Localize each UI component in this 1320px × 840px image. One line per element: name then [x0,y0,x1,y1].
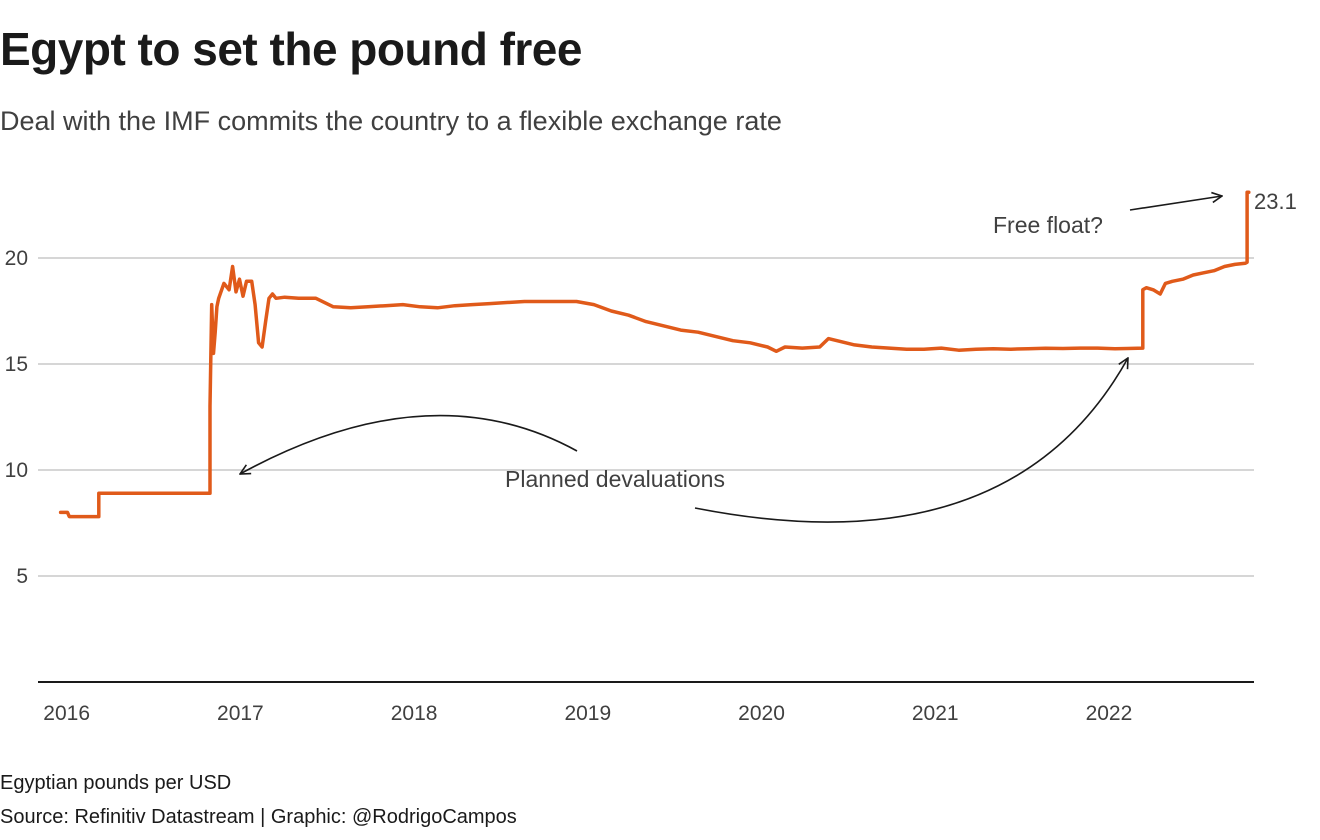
y-tick-label: 5 [16,565,28,588]
unit-note: Egyptian pounds per USD [0,772,232,794]
arrow-to-2022-devaluation [694,358,1128,523]
x-tick-label: 2018 [391,702,438,725]
arrow-to-2016-devaluation [240,414,578,474]
y-tick-label: 10 [5,459,28,482]
annotation-planned-devaluations: Planned devaluations [240,358,1128,523]
x-axis: 2016 2017 2018 2019 2020 2021 2022 [43,702,1132,725]
end-value-label: 23.1 [1254,189,1297,214]
chart-title: Egypt to set the pound free [0,23,582,75]
y-tick-label: 20 [5,247,28,270]
annotation-free-float: Free float? [993,196,1222,238]
series-line-egp-per-usd [58,190,1251,519]
y-axis: 5 10 15 20 [5,247,28,588]
x-tick-label: 2016 [43,702,90,725]
gridlines [38,257,1254,577]
x-tick-label: 2021 [912,702,959,725]
free-float-label: Free float? [993,212,1103,238]
x-tick-label: 2022 [1086,702,1133,725]
x-tick-label: 2019 [564,702,611,725]
x-tick-label: 2020 [738,702,785,725]
chart-subtitle: Deal with the IMF commits the country to… [0,106,782,136]
arrow-to-free-float [1129,196,1222,211]
planned-devaluations-label: Planned devaluations [505,466,725,492]
line-chart: 5 10 15 20 2016 2017 2018 2019 2020 2021 2022 Pla… [5,189,1297,725]
x-tick-label: 2017 [217,702,264,725]
y-tick-label: 15 [5,353,28,376]
source-note: Source: Refinitiv Datastream | Graphic: … [0,806,517,828]
